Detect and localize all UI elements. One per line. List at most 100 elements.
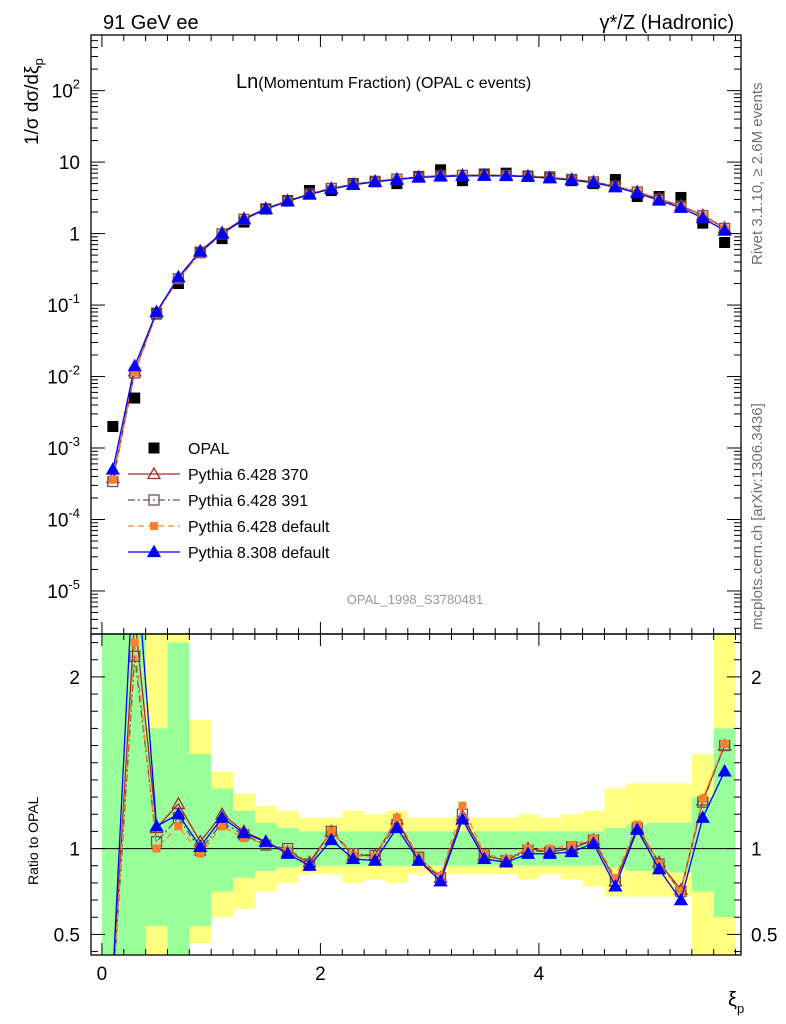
- ratio-uncertainty-bands: [101, 634, 736, 955]
- mc-point: [520, 169, 536, 182]
- mc-point: [302, 187, 317, 200]
- ratio-point: [651, 861, 667, 875]
- mc-point: [651, 193, 667, 206]
- mc-point: [608, 179, 623, 193]
- mc-point: [171, 269, 186, 283]
- uncertainty-band-inner: [101, 634, 124, 955]
- mc-point: [236, 212, 252, 225]
- ratio-point: [302, 858, 317, 871]
- legend-marker: [146, 544, 162, 558]
- analysis-label: OPAL_1998_S3780481: [347, 592, 483, 607]
- uncertainty-band-inner: [233, 810, 255, 878]
- ratio-point: [346, 851, 361, 865]
- side-text-top: Rivet 3.1.10, ≥ 2.6M events: [749, 83, 766, 266]
- mc-point: [564, 172, 579, 186]
- ratio-point: [676, 887, 685, 896]
- mc-point: [346, 177, 361, 191]
- ratio-point: [458, 801, 467, 810]
- ratio-point: [174, 822, 183, 831]
- legend-entry: Pythia 6.428 default: [128, 519, 330, 536]
- main-title: Ln(Momentum Fraction) (OPAL c events): [236, 71, 531, 93]
- mc-point: [367, 174, 383, 187]
- ratio-series-group: [113, 634, 732, 955]
- ratio-point: [720, 739, 729, 748]
- legend-label: Pythia 6.428 391: [188, 493, 308, 510]
- legend-marker: [148, 442, 160, 454]
- ratio-point: [698, 794, 707, 803]
- mc-point: [193, 244, 208, 257]
- main-series-group: [105, 164, 732, 488]
- legend: OPAL Pythia 6.428 370 Pythia 6.428 391 Pyth…: [128, 441, 330, 562]
- mc-point: [280, 194, 295, 207]
- mc-point: [477, 168, 492, 181]
- uncertainty-band-inner: [211, 788, 234, 892]
- ratio-point: [324, 832, 339, 846]
- ratio-point: [411, 853, 426, 866]
- y-tick-label: 10: [59, 153, 80, 174]
- mc-point: [542, 170, 557, 184]
- main-ylabel: 1/σ dσ/dξp: [22, 58, 46, 145]
- side-text-bottom: mcplots.cern.ch [arXiv:1306.3436]: [749, 403, 766, 630]
- ratio-point: [236, 825, 252, 839]
- ratio-y-tick-label: 1: [69, 840, 80, 861]
- mc-point: [127, 358, 142, 372]
- legend-label: Pythia 6.428 default: [188, 519, 330, 536]
- mc-point: [695, 210, 710, 224]
- series-line: [112, 174, 725, 482]
- x-tick-label: 4: [534, 964, 545, 985]
- mc-point: [105, 462, 120, 475]
- mc-point: [455, 168, 470, 182]
- series-line: [112, 174, 725, 479]
- y-tick-label: 102: [52, 77, 80, 103]
- mc-point: [324, 181, 339, 195]
- mc-point: [108, 475, 117, 484]
- x-axis-label: ξp: [728, 989, 744, 1016]
- ratio-point: [367, 853, 383, 866]
- mc-point: [214, 226, 230, 239]
- y-tick-label: 10-2: [47, 363, 80, 389]
- mc-point: [411, 170, 426, 183]
- mc-point: [586, 175, 601, 188]
- ratio-point: [455, 812, 470, 825]
- y-tick-label: 10-1: [47, 291, 80, 317]
- uncertainty-band-inner: [713, 728, 736, 918]
- data-point: [719, 237, 731, 249]
- ratio-point: [608, 879, 623, 892]
- legend-label: OPAL: [188, 441, 230, 458]
- legend-entry: OPAL: [148, 441, 230, 458]
- ratio-y-tick-label-right: 2: [751, 668, 762, 689]
- ratio-point: [218, 822, 227, 831]
- data-point: [675, 191, 687, 203]
- y-tick-label: 10-4: [47, 505, 80, 531]
- legend-label: Pythia 6.428 370: [188, 467, 308, 484]
- plot-frame: [90, 34, 742, 635]
- legend-marker: [148, 494, 160, 506]
- ratio-point: [171, 806, 186, 820]
- ratio-point: [630, 822, 645, 835]
- header-right: γ*/Z (Hadronic): [600, 12, 734, 34]
- y-tick-label: 1: [69, 225, 80, 246]
- series-line: [112, 174, 725, 480]
- ratio-point: [196, 849, 205, 858]
- header-left: 91 GeV ee: [103, 12, 199, 34]
- mc-point: [149, 304, 164, 318]
- series-line: [112, 175, 725, 470]
- ratio-point: [327, 827, 336, 836]
- ratio-point: [564, 844, 579, 858]
- main-title-prefix: Ln: [236, 71, 258, 93]
- main-title-rest: (Momentum Fraction) (OPAL c events): [258, 75, 531, 92]
- legend-entry: Pythia 6.428 370: [128, 466, 308, 484]
- header-right-prefix: γ*/Z: [600, 12, 636, 34]
- ratio-line: [114, 642, 726, 955]
- ratio-point: [149, 818, 164, 832]
- ratio-point: [586, 836, 601, 849]
- y-tick-label: 10-3: [47, 434, 80, 460]
- ratio-point: [695, 810, 710, 823]
- uncertainty-band-inner: [604, 827, 627, 868]
- ratio-point: [392, 813, 401, 822]
- x-tick-label: 2: [315, 964, 326, 985]
- ratio-point: [717, 764, 732, 777]
- data-point: [129, 392, 141, 404]
- mc-point: [258, 201, 273, 215]
- ratio-point: [129, 650, 141, 662]
